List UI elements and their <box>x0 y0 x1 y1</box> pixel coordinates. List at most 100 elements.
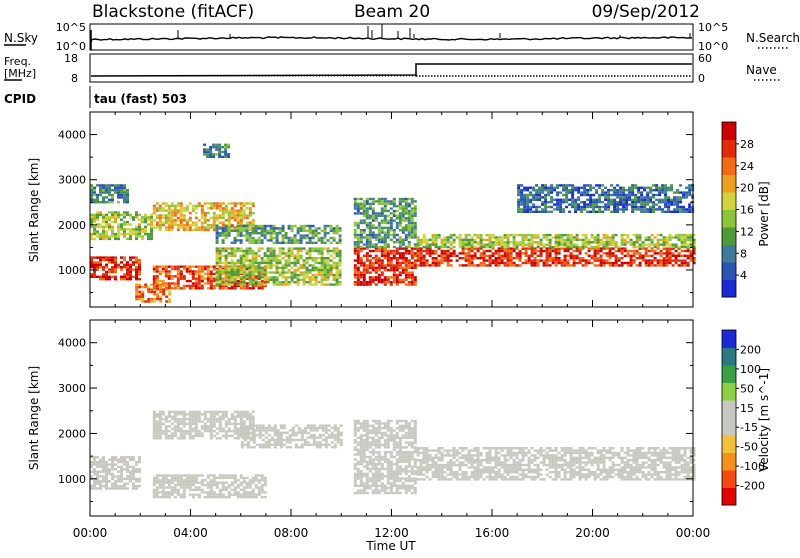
heatmap-cell <box>210 486 213 488</box>
heatmap-cell <box>306 250 309 252</box>
heatmap-cell <box>336 267 339 269</box>
heatmap-cell <box>297 232 300 234</box>
heatmap-cell <box>633 255 636 257</box>
heatmap-cell <box>237 210 240 212</box>
heatmap-cell <box>534 262 537 264</box>
heatmap-cell <box>273 230 276 232</box>
heatmap-cell <box>297 269 300 271</box>
heatmap-cell <box>541 211 544 213</box>
heatmap-cell <box>198 494 201 496</box>
heatmap-cell <box>204 217 207 219</box>
heatmap-cell <box>216 432 219 434</box>
heatmap-cell <box>366 222 369 224</box>
heatmap-cell <box>384 269 387 271</box>
heatmap-cell <box>360 212 363 214</box>
heatmap-cell <box>670 211 673 213</box>
heatmap-cell <box>216 477 219 479</box>
heatmap-cell <box>607 199 610 201</box>
heatmap-cell <box>114 219 117 221</box>
heatmap-cell <box>306 225 309 227</box>
heatmap-cell <box>532 206 535 208</box>
heatmap-cell <box>253 441 256 443</box>
heatmap-cell <box>399 243 402 245</box>
heatmap-cell <box>240 222 243 224</box>
heatmap-cell <box>402 247 405 249</box>
heatmap-cell <box>550 189 553 191</box>
heatmap-cell <box>528 255 531 257</box>
heatmap-cell <box>99 211 102 213</box>
heatmap-cell <box>243 230 246 232</box>
heatmap-cell <box>246 230 249 232</box>
heatmap-cell <box>318 252 321 254</box>
heatmap-cell <box>654 252 657 254</box>
heatmap-cell <box>201 266 204 268</box>
heatmap-cell <box>354 458 357 460</box>
heatmap-cell <box>336 225 339 227</box>
heatmap-cell <box>411 215 414 217</box>
heatmap-cell <box>501 244 504 246</box>
heatmap-cell <box>480 239 483 241</box>
heatmap-cell <box>159 425 162 427</box>
heatmap-cell <box>474 255 477 257</box>
heatmap-cell <box>268 434 271 436</box>
heatmap-cell <box>378 229 381 231</box>
heatmap-cell <box>222 202 225 204</box>
heatmap-cell <box>189 418 192 420</box>
heatmap-cell <box>336 252 339 254</box>
heatmap-cell <box>105 473 108 475</box>
heatmap-cell <box>237 239 240 241</box>
heatmap-cell <box>651 239 654 241</box>
heatmap-cell <box>307 424 310 426</box>
heatmap-cell <box>507 244 510 246</box>
heatmap-cell <box>663 244 666 246</box>
heatmap-cell <box>405 269 408 271</box>
heatmap-cell <box>579 259 582 261</box>
heatmap-cell <box>105 231 108 233</box>
heatmap-cell <box>360 259 363 261</box>
heatmap-cell <box>523 208 526 210</box>
heatmap-cell <box>532 187 535 189</box>
heatmap-cell <box>153 268 156 270</box>
heatmap-cell <box>153 287 156 289</box>
heatmap-cell <box>102 266 105 268</box>
heatmap-cell <box>378 227 381 229</box>
heatmap-cell <box>225 212 228 214</box>
heatmap-cell <box>250 424 253 426</box>
heatmap-cell <box>399 203 402 205</box>
heatmap-cell <box>99 214 102 216</box>
heatmap-cell <box>129 223 132 225</box>
heatmap-cell <box>234 477 237 479</box>
heatmap-cell <box>93 201 96 203</box>
heatmap-cell <box>297 259 300 261</box>
heatmap-cell <box>639 236 642 238</box>
heatmap-cell <box>510 257 513 259</box>
heatmap-cell <box>183 486 186 488</box>
heatmap-cell <box>243 489 246 491</box>
heatmap-cell <box>544 206 547 208</box>
heatmap-cell <box>631 211 634 213</box>
heatmap-cell <box>123 266 126 268</box>
heatmap-cell <box>393 267 396 269</box>
heatmap-cell <box>477 241 480 243</box>
heatmap-cell <box>529 206 532 208</box>
heatmap-cell <box>237 232 240 234</box>
heatmap-cell <box>117 226 120 228</box>
heatmap-cell <box>366 203 369 205</box>
heatmap-cell <box>432 264 435 266</box>
heatmap-cell <box>556 208 559 210</box>
heatmap-cell <box>607 194 610 196</box>
heatmap-cell <box>237 267 240 269</box>
heatmap-cell <box>594 241 597 243</box>
heatmap-cell <box>195 435 198 437</box>
heatmap-cell <box>258 276 261 278</box>
colorbar-segment <box>722 227 736 245</box>
heatmap-cell <box>285 271 288 273</box>
heatmap-cell <box>667 206 670 208</box>
heatmap-cell <box>192 205 195 207</box>
heatmap-cell <box>126 196 129 198</box>
heatmap-cell <box>402 231 405 233</box>
heatmap-cell <box>588 247 591 249</box>
heatmap-cell <box>589 189 592 191</box>
heatmap-cell <box>597 241 600 243</box>
heatmap-cell <box>598 194 601 196</box>
